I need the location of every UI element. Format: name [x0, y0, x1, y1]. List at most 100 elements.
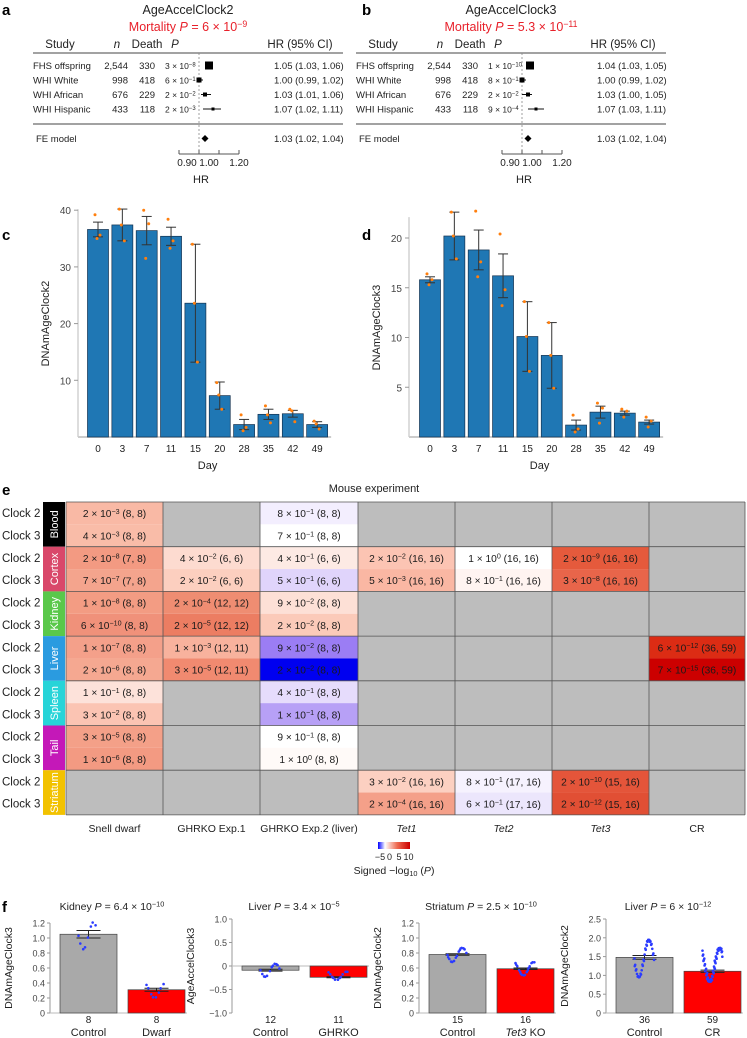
data-point — [425, 272, 429, 276]
study-name: WHI Hispanic — [33, 105, 91, 116]
cell-value: 6 × 10−12 (36, 59) — [658, 642, 737, 654]
heatmap-cell — [66, 747, 163, 771]
data-point — [474, 209, 478, 213]
x-tick-label: 49 — [644, 444, 656, 455]
heatmap-cell — [455, 546, 552, 570]
cell-value: 1 × 100 (8, 8) — [279, 754, 338, 766]
color-legend-bar — [378, 842, 410, 849]
heatmap-cell — [455, 569, 552, 592]
x-axis-label: Day — [198, 460, 218, 472]
data-point — [195, 360, 199, 364]
empty-cell — [163, 680, 260, 726]
study-p: 8 × 10−1 — [488, 76, 519, 86]
cell-value: 3 × 10−5 (8, 8) — [83, 731, 146, 743]
heatmap-cell — [260, 613, 358, 637]
column-label: CR — [689, 823, 705, 835]
study-n: 433 — [112, 105, 128, 116]
y-tick-label: 0 — [409, 1009, 414, 1019]
empty-cell — [455, 725, 552, 771]
forest-title: AgeAccelClock3 — [465, 3, 556, 17]
x-tick-label: 3 — [452, 444, 458, 455]
row-label: Clock 3 — [2, 575, 40, 587]
data-point — [721, 955, 724, 959]
bar-control — [428, 954, 487, 1014]
hr-tick-label: 1.00 — [199, 158, 219, 169]
col-header-hr: HR (95% CI) — [267, 39, 332, 51]
col-header-hr: HR (95% CI) — [590, 39, 655, 51]
study-deaths: 118 — [463, 105, 478, 116]
y-tick-label: 0.4 — [401, 979, 414, 989]
y-tick-label: 0 — [596, 1009, 601, 1019]
study-n: 998 — [112, 76, 128, 87]
data-point — [633, 964, 637, 968]
cell-value: 7 × 10−7 (7, 8) — [83, 575, 146, 587]
study-p: 2 × 10−2 — [488, 90, 519, 100]
tissue-label: Kidney — [49, 596, 61, 630]
data-point — [263, 404, 267, 408]
cell-value: 2 × 10−10 (15, 16) — [561, 776, 640, 788]
y-tick-label: 0.6 — [401, 964, 414, 974]
empty-cell — [455, 502, 552, 547]
data-point — [119, 223, 123, 227]
y-tick-label: 0.5 — [588, 990, 601, 1000]
heatmap-cell — [163, 591, 260, 614]
y-tick-label: 2.0 — [588, 933, 601, 943]
cell-value: 3 × 10−2 (8, 8) — [83, 709, 146, 721]
data-point — [333, 978, 337, 981]
x-tick-label: 11 — [498, 444, 509, 455]
data-point — [293, 420, 297, 424]
data-point — [595, 401, 599, 405]
y-tick-label: 40 — [60, 206, 72, 217]
data-point — [89, 925, 93, 928]
x-tick-label: 35 — [263, 444, 275, 455]
x-tick-label: 0 — [427, 444, 433, 455]
study-hr: 1.03 (1.01, 1.06) — [274, 90, 344, 101]
empty-cell — [163, 502, 260, 547]
study-n: 998 — [435, 76, 451, 87]
data-point — [162, 982, 165, 986]
heatmap-cell — [649, 658, 745, 681]
group-n: 16 — [520, 1015, 532, 1026]
data-point — [142, 208, 146, 212]
hr-square — [196, 77, 202, 83]
data-point — [600, 406, 604, 410]
data-point — [77, 934, 80, 938]
empty-cell — [649, 546, 745, 592]
heatmap-cell — [66, 636, 163, 659]
cell-value: 1 × 100 (16, 16) — [468, 553, 539, 565]
y-axis-label: DNAmAgeClock3 — [3, 927, 15, 1009]
x-tick-label: 20 — [546, 444, 558, 455]
data-point — [217, 393, 221, 397]
data-point — [636, 975, 639, 978]
data-point — [259, 968, 262, 972]
cell-value: 1 × 10−8 (8, 8) — [83, 597, 146, 609]
study-p: 2 × 10−3 — [165, 105, 196, 115]
cell-value: 1 × 10−1 (8, 8) — [83, 687, 146, 699]
data-point — [720, 950, 723, 954]
bar-cr — [683, 970, 742, 1014]
data-point — [533, 961, 536, 964]
heatmap-cell — [260, 747, 358, 771]
cell-value: 2 × 10−4 (12, 12) — [174, 597, 249, 609]
hr-square — [526, 61, 534, 70]
empty-cell — [163, 725, 260, 771]
cell-value: 1 × 10−7 (8, 8) — [83, 642, 146, 654]
study-deaths: 229 — [139, 90, 155, 101]
empty-cell — [455, 591, 552, 637]
heatmap-cell — [66, 703, 163, 726]
data-point — [522, 300, 526, 304]
y-tick-label: 30 — [60, 263, 72, 274]
fe-diamond — [524, 135, 532, 142]
data-point — [430, 278, 434, 282]
data-point — [454, 956, 458, 959]
group-n: 12 — [265, 1015, 277, 1026]
study-name: WHI White — [33, 76, 78, 87]
study-n: 2,544 — [104, 61, 128, 72]
data-point — [275, 962, 278, 966]
column-label: Tet2 — [493, 823, 513, 835]
y-tick-label: 0.4 — [32, 979, 45, 989]
bar-day-11 — [492, 275, 514, 438]
empty-cell — [552, 680, 649, 726]
data-point — [166, 217, 170, 221]
